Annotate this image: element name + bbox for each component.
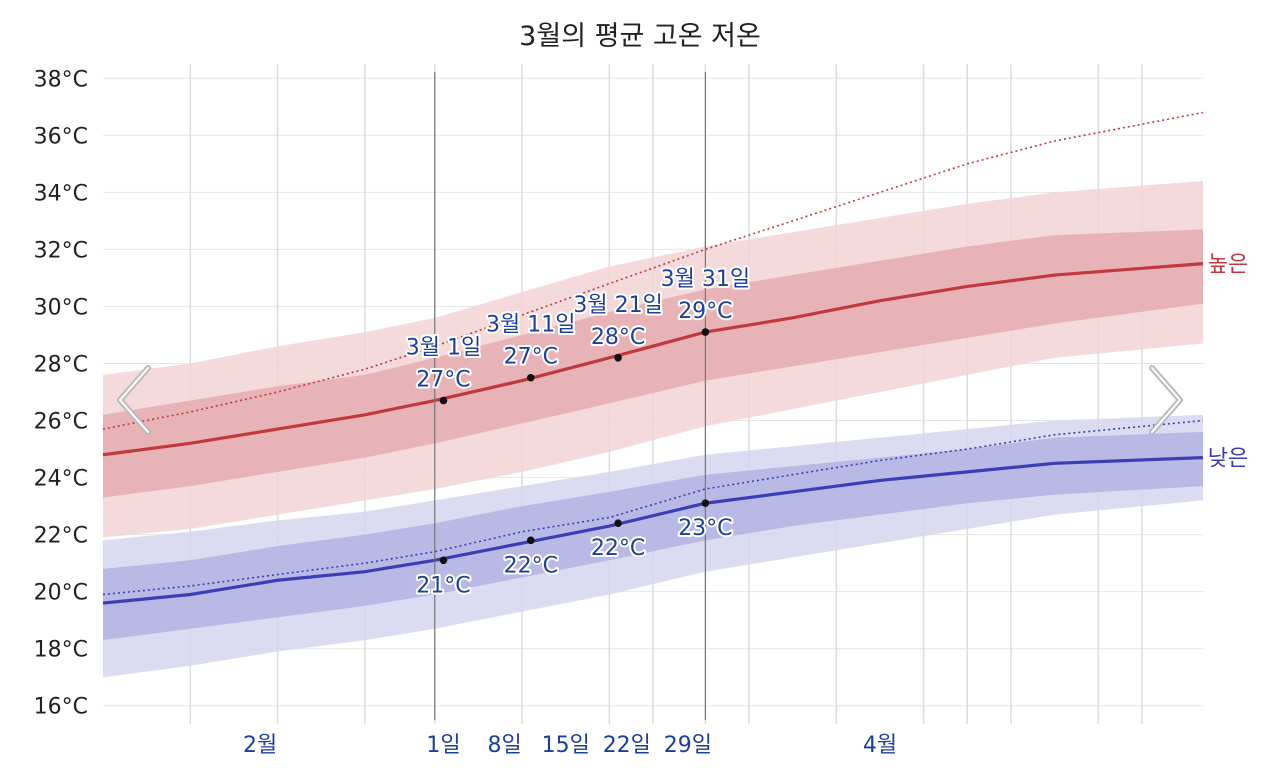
next-arrow-shape — [1149, 365, 1183, 435]
x-tick-label: 4월 — [863, 733, 897, 758]
annotation-temp-label: 22°C — [591, 536, 645, 561]
annotation-temp-label: 21°C — [416, 573, 470, 598]
low-band-inner — [103, 431, 1203, 641]
y-tick-label: 16°C — [34, 695, 88, 720]
x-tick-label: 29일 — [664, 733, 712, 758]
chart-title: 3월의 평균 고온 저온 — [519, 21, 761, 52]
month-boundary-lines — [434, 72, 706, 720]
annotation-temp-label: 29°C — [678, 299, 732, 324]
annotation-dot — [701, 328, 710, 336]
high-record-line — [102, 111, 1204, 430]
annotation-temp-label: 28°C — [591, 325, 645, 350]
x-tick-label: 15일 — [542, 733, 590, 758]
y-tick-label: 32°C — [34, 238, 88, 263]
high-band-inner — [103, 229, 1203, 498]
annotation-date-label: 3월 21일 — [573, 293, 662, 318]
annotation-dot — [526, 536, 535, 545]
annotation-temp-label: 23°C — [678, 516, 732, 541]
high-series-label: 높은 — [1208, 253, 1248, 278]
annotation-dot — [614, 353, 622, 362]
x-tick-label: 2월 — [243, 733, 277, 758]
series-lines — [102, 111, 1204, 605]
annotation-temp-label: 27°C — [416, 368, 470, 393]
y-tick-label: 30°C — [34, 295, 88, 320]
annotation-marks: 3월 1일 27°C 3월 11일 27°C 3월 21일 28°C 3월 31일 29°C 2… — [404, 265, 752, 600]
high-mean-line — [102, 262, 1204, 457]
low-series-label: 낮은 — [1208, 447, 1248, 472]
y-tick-label: 28°C — [34, 352, 88, 377]
y-tick-label: 38°C — [34, 67, 88, 92]
prev-arrow-shape — [117, 365, 151, 435]
chevron-left-icon[interactable] — [110, 360, 160, 440]
x-axis: 2월 1일 8일 15일 22일 29일 4월 — [243, 733, 897, 758]
y-axis: 16°C 18°C 20°C 22°C 24°C 26°C 28°C 30°C 32°C 34°C… — [34, 67, 88, 719]
x-tick-label: 22일 — [603, 733, 651, 758]
x-tick-label: 1일 — [426, 733, 460, 758]
y-tick-label: 26°C — [34, 410, 88, 435]
chevron-right-icon[interactable] — [1140, 360, 1190, 440]
annotation-temp-label: 22°C — [504, 553, 558, 578]
y-tick-label: 24°C — [34, 467, 88, 492]
annotation-dot — [439, 396, 448, 405]
annotation-dot — [701, 499, 710, 508]
annotation-dot — [614, 519, 622, 527]
y-tick-label: 18°C — [34, 638, 88, 663]
low-record-line — [102, 419, 1204, 596]
annotation-date-label: 3월 1일 — [406, 336, 481, 361]
annotation-date-label: 3월 11일 — [486, 313, 575, 338]
annotation-dot — [526, 373, 535, 382]
percentile-bands — [103, 180, 1203, 678]
y-tick-label: 22°C — [34, 524, 88, 549]
y-tick-label: 34°C — [34, 181, 88, 206]
y-tick-label: 20°C — [34, 581, 88, 606]
low-mean-line — [102, 456, 1204, 605]
annotation-temp-label: 27°C — [504, 345, 558, 370]
y-tick-label: 36°C — [34, 124, 88, 149]
x-tick-label: 8일 — [487, 733, 521, 758]
annotation-dot — [439, 556, 448, 565]
annotation-date-label: 3월 31일 — [661, 267, 750, 292]
